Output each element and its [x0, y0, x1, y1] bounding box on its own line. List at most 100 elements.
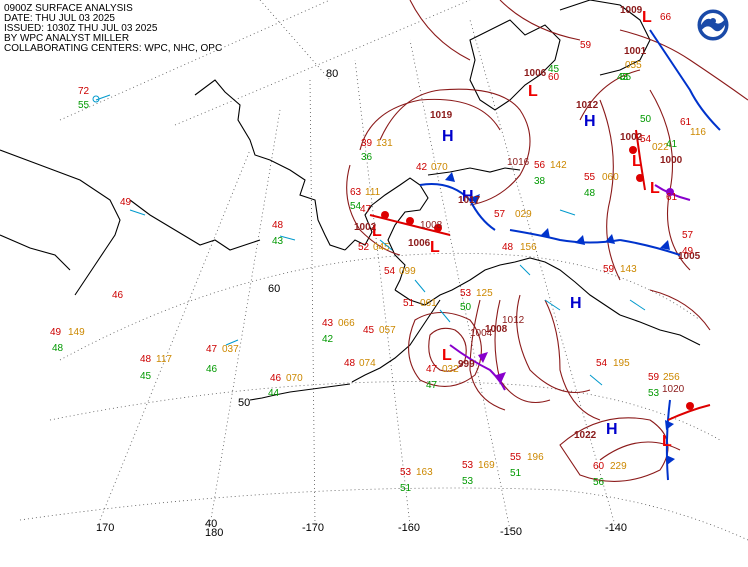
header-date: DATE: THU JUL 03 2025 [4, 13, 115, 24]
wind-barb [129, 209, 146, 216]
station-temp: 46 [112, 290, 124, 301]
cold-front-5 [649, 29, 721, 131]
station-temp: 54 [384, 266, 396, 277]
isobar-1012-gulf [516, 294, 591, 394]
station-temp: 49 [682, 246, 694, 257]
station-pressure: 256 [663, 372, 680, 383]
station: 66 55 [620, 12, 672, 83]
station-pressure: 070 [286, 373, 303, 384]
station-dewpoint: 43 [272, 236, 284, 247]
station-pressure: 037 [222, 344, 239, 355]
wind-barb [95, 94, 111, 101]
station: 60 45 [548, 64, 560, 83]
lon-180-line [209, 109, 281, 526]
station: 53 125 50 [460, 288, 493, 313]
station-dewpoint: 50 [640, 114, 652, 125]
lon-n160-line [354, 59, 411, 526]
wind-barbs [95, 94, 646, 386]
isobar-arctic-2 [499, 0, 581, 41]
station-dewpoint: 50 [460, 302, 472, 313]
low-pressure-value: 1009 [620, 5, 643, 16]
low-center: L [642, 9, 652, 26]
station: 57 [682, 230, 694, 241]
station-pressure: 131 [376, 138, 393, 149]
station-temp: 55 [584, 172, 596, 183]
high-center: H [606, 421, 618, 438]
station-dewpoint: 45 [548, 64, 560, 75]
lon-n170-line [309, 79, 316, 526]
warm-bump [406, 217, 414, 225]
occluded-barb [496, 372, 506, 383]
cold-barb [660, 240, 670, 250]
cold-barb [605, 234, 615, 244]
station-temp: 61 [680, 117, 692, 128]
high-pressure-value: 1022 [574, 430, 597, 441]
station: 61 [666, 192, 678, 203]
station-dewpoint: 43 [617, 72, 629, 83]
station-temp: 56 [534, 160, 546, 171]
isobar-label: 1008 [420, 220, 443, 231]
map-header: 0900Z SURFACE ANALYSIS DATE: THU JUL 03 … [4, 4, 222, 54]
station: 63 111 54 [350, 187, 381, 212]
station: 49 [120, 197, 132, 208]
noaa-logo-icon [696, 8, 730, 42]
station: 72 55 [78, 86, 100, 111]
station-temp: 61 [666, 192, 678, 203]
station-pressure: 196 [527, 452, 544, 463]
occluded-front-1 [449, 344, 506, 391]
lon-label-n160: -160 [398, 522, 420, 534]
wind-barb [279, 235, 296, 241]
cold-barb [445, 172, 455, 182]
lon-polar-line-2 [259, 0, 331, 81]
station-dewpoint: 41 [666, 139, 678, 150]
station-temp: 48 [140, 354, 152, 365]
station-temp: 54 [640, 134, 652, 145]
station: 48 43 [272, 220, 284, 247]
station-temp: 42 [416, 162, 428, 173]
station-dewpoint: 54 [350, 201, 362, 212]
station-temp: 51 [403, 298, 415, 309]
station-dewpoint: 51 [510, 468, 522, 479]
low-center: L [662, 433, 672, 450]
station-temp: 39 [361, 138, 373, 149]
warm-front-2 [635, 129, 646, 191]
occluded-symbols [478, 188, 674, 383]
low-pressure-value: 1002 [620, 132, 643, 143]
station-pressure: 143 [620, 264, 637, 275]
low-pressure-value: 1006 [408, 238, 431, 249]
station-pressure: 163 [416, 467, 433, 478]
wind-barb [544, 299, 561, 311]
station-dewpoint: 36 [361, 152, 373, 163]
station-pressure: 195 [613, 358, 630, 369]
grid-labels: 80 60 50 40 170 180 -170 -160 -150 -140 [96, 68, 627, 539]
cold-barb [665, 420, 674, 430]
station: 51 061 [403, 298, 437, 309]
station-pressure: 045 [373, 242, 390, 253]
lat-80-line [174, 0, 471, 126]
station: 48 074 [344, 358, 376, 369]
station-pressure: 074 [359, 358, 376, 369]
station: 49 149 48 [50, 327, 85, 354]
station-temp: 59 [648, 372, 660, 383]
warm-bump [381, 211, 389, 219]
station-temp: 52 [358, 242, 370, 253]
kamchatka-east-coast [129, 199, 261, 251]
station-temp: 54 [596, 358, 608, 369]
isobar-label: 1016 [507, 157, 530, 168]
low-pressure-value: 1002 [354, 222, 377, 233]
low-pressure-value: 1012 [576, 100, 599, 111]
station: 48 156 [502, 242, 537, 253]
low-pressure-value: 1001 [624, 46, 647, 57]
station: 56 142 38 [534, 160, 567, 187]
station-pressure: 055 [625, 60, 642, 71]
station-temp: 60 [593, 461, 605, 472]
station: 46 [112, 290, 124, 301]
station: 61 116 41 [666, 117, 706, 150]
station: 59 143 [603, 264, 637, 275]
warm-bump [636, 174, 644, 182]
wind-barb [589, 374, 603, 386]
low-center: L [650, 180, 660, 197]
isobar-label: 1004 [470, 328, 493, 339]
station-pressure: 149 [68, 327, 85, 338]
